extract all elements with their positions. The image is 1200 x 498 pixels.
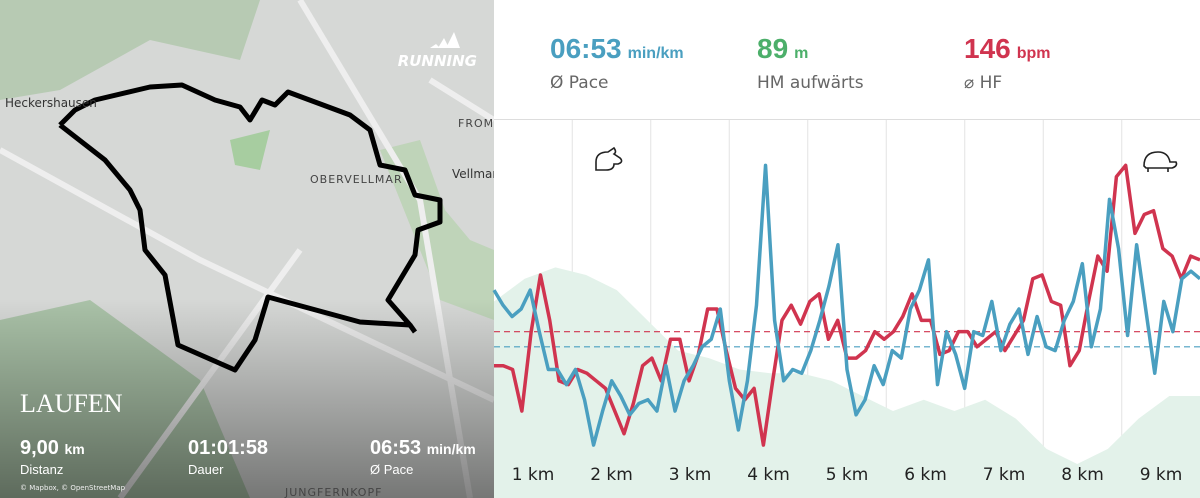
x-tick-label: 7 km [983,465,1026,485]
x-tick-label: 4 km [747,465,790,485]
x-tick-label: 3 km [669,465,712,485]
x-tick-label: 6 km [904,465,947,485]
map: RUNNING Heckershausen OBERVELLMAR FROM V… [0,0,497,498]
stat-value: 06:53 min/km [370,437,476,459]
value: 06:53 [370,437,421,459]
stat-value: 89 m [757,33,808,64]
place: JUNGFERNKOPF [284,486,382,498]
stat-label: ⌀ HF [964,73,1002,93]
rabbit-icon [595,146,623,171]
stat-value: 01:01:58 [188,437,268,459]
x-tick-label: 1 km [512,465,555,485]
route [407,323,418,334]
place: Vellmar [452,167,497,181]
value: 89 [757,33,788,64]
x-tick-label: 8 km [1061,465,1104,485]
value: 146 [964,33,1011,64]
stat-label: HM aufwärts [757,73,864,93]
unit: m [794,45,808,62]
stat-label: Ø Pace [550,73,609,93]
stat-label: Distanz [20,462,63,477]
series-line [492,163,1200,447]
activity: LAUFEN [20,389,123,418]
chart: 1 km 2 km 3 km 4 km 5 km 6 km 7 km 8 km 9 km [492,120,1200,498]
icons [595,146,1178,172]
unit: min/km [427,441,476,457]
stat-label: Dauer [188,462,224,477]
x-tick-label: 9 km [1140,465,1183,485]
unit: km [65,441,85,457]
value: 9,00 [20,437,59,459]
elevation-area [494,267,1200,498]
brand-logo [430,32,460,48]
x-tick-label: 2 km [590,465,633,485]
stat-value: 9,00 km [20,437,85,459]
place: Heckershausen [5,96,97,110]
stat-value: 146 bpm [964,33,1051,64]
turtle-icon [1143,151,1178,172]
logo-mark [430,32,460,48]
credit: © Mapbox, © OpenStreetMap [20,484,126,492]
map-stats: 9,00 km Distanz 01:01:58 Dauer 06:53 min… [20,437,476,477]
stats-bg [494,0,1200,120]
place: OBERVELLMAR [310,173,403,186]
stat-value: 06:53 min/km [550,33,684,64]
stats: 06:53 min/km Ø Pace 89 m HM aufwärts 146 bpm ⌀ H… [550,33,1051,93]
unit: min/km [628,45,684,62]
unit: bpm [1017,45,1051,62]
route [58,82,443,373]
x-tick-label: 5 km [826,465,869,485]
map-shade [0,0,494,498]
value: 06:53 [550,33,622,64]
stat-label: Ø Pace [370,462,413,477]
brand: RUNNING [398,52,477,70]
place: FROM [458,117,494,130]
